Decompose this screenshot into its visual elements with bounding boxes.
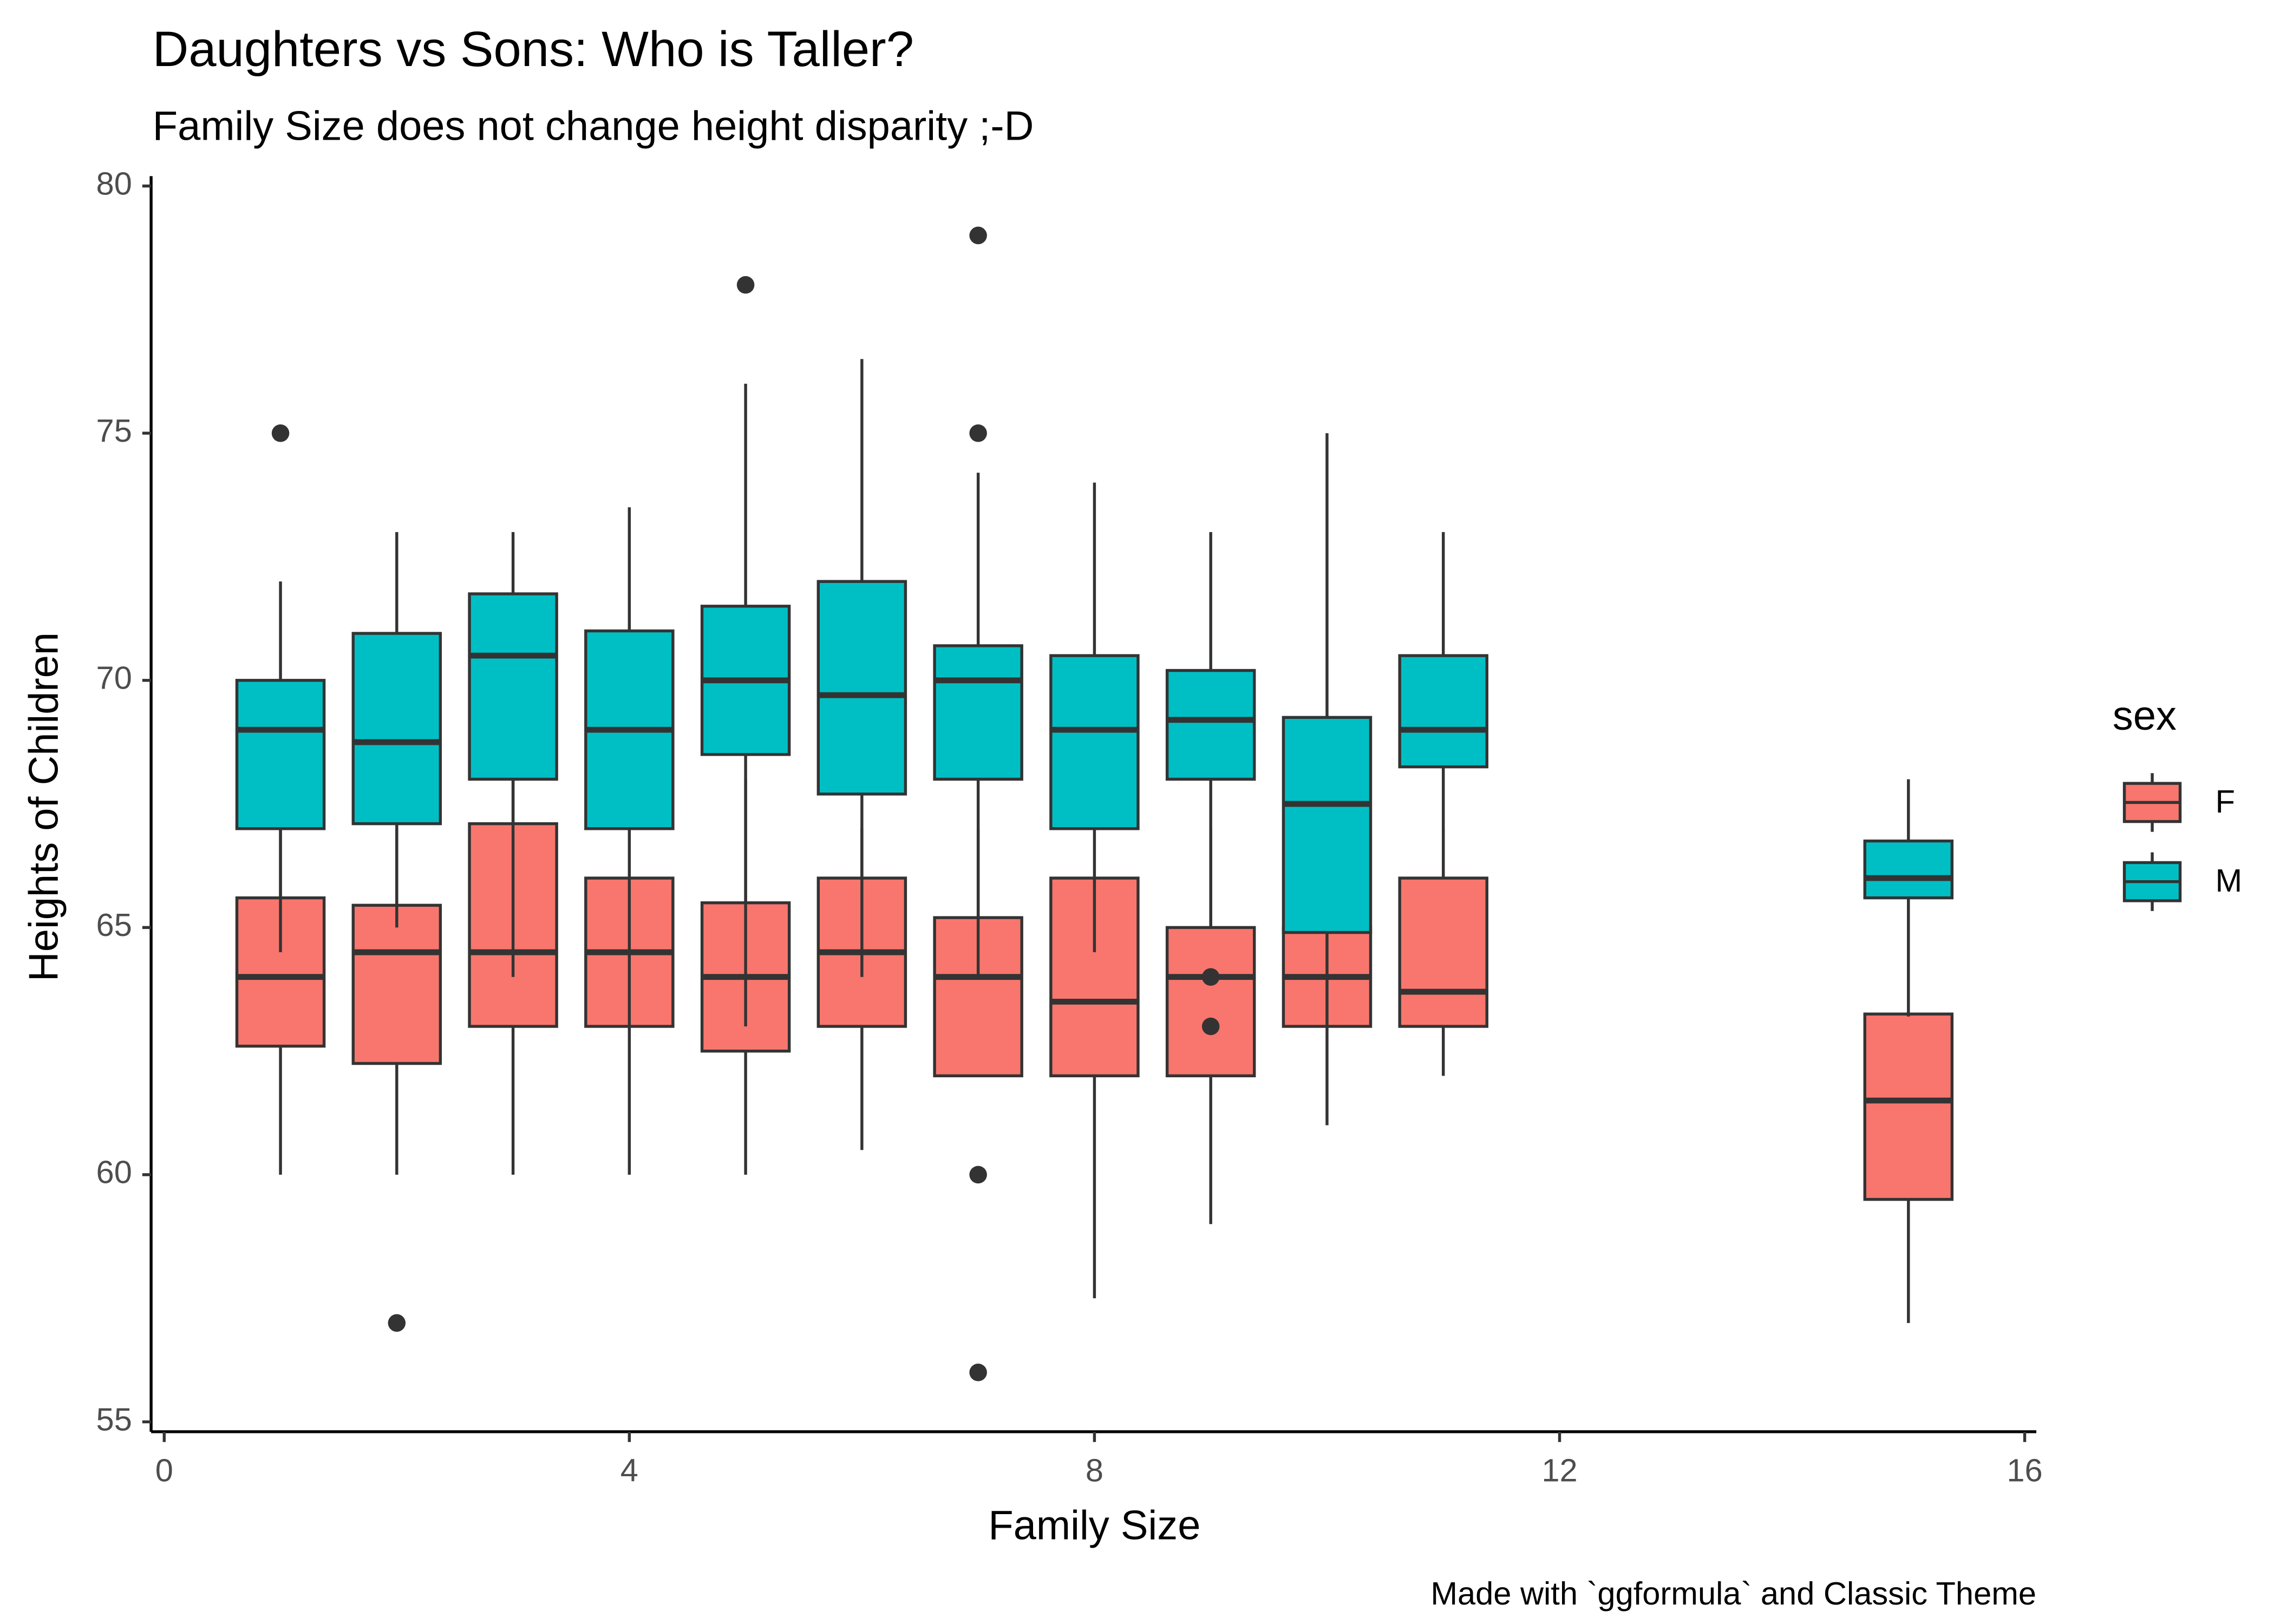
outlier (969, 424, 987, 442)
y-tick-label: 55 (96, 1401, 132, 1437)
box (1165, 669, 1256, 781)
y-tick-label: 70 (96, 660, 132, 696)
box (1282, 716, 1373, 934)
outlier (969, 1363, 987, 1381)
box (816, 580, 907, 796)
box (1398, 876, 1488, 1028)
outlier (1201, 968, 1220, 986)
legend-label: F (2216, 783, 2235, 820)
x-tick-label: 12 (1541, 1452, 1577, 1488)
box (1049, 654, 1140, 830)
x-tick-label: 0 (155, 1452, 173, 1488)
box (468, 592, 558, 781)
box (351, 903, 442, 1065)
box (1863, 839, 1954, 900)
outlier (969, 226, 987, 245)
outlier (969, 1165, 987, 1184)
box (1165, 926, 1256, 1078)
y-tick-label: 75 (96, 412, 132, 449)
legend-label: M (2216, 862, 2243, 899)
box (235, 679, 326, 830)
outlier (271, 424, 290, 442)
x-tick-label: 4 (620, 1452, 638, 1488)
chart-subtitle: Family Size does not change height dispa… (153, 103, 1034, 149)
outlier (736, 276, 755, 294)
chart-title: Daughters vs Sons: Who is Taller? (153, 21, 914, 77)
x-tick-label: 8 (1086, 1452, 1103, 1488)
box (351, 632, 442, 826)
outlier (1201, 1017, 1220, 1036)
outlier (388, 1314, 406, 1332)
box (1398, 654, 1488, 769)
box (933, 644, 1023, 781)
y-axis-label: Heights of Children (21, 632, 67, 981)
y-tick-label: 65 (96, 907, 132, 943)
y-tick-label: 60 (96, 1154, 132, 1190)
x-axis-label: Family Size (988, 1503, 1200, 1549)
y-tick-label: 80 (96, 165, 132, 201)
x-tick-label: 16 (2007, 1452, 2042, 1488)
caption: Made with `ggformula` and Classic Theme (1430, 1575, 2036, 1612)
box (1863, 1012, 1954, 1201)
legend-title: sex (2113, 693, 2177, 739)
